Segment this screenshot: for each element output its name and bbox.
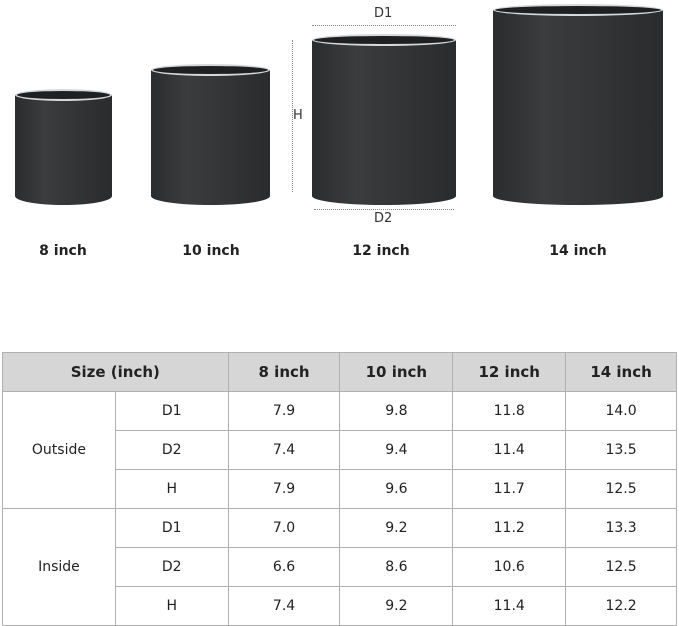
pot-12-inch <box>312 34 456 205</box>
value-cell: 9.2 <box>339 586 454 626</box>
value-cell: 11.4 <box>452 586 567 626</box>
d2-label: D2 <box>374 211 393 226</box>
value-cell: 11.7 <box>452 469 567 509</box>
dimension-cell: H <box>114 469 229 509</box>
value-cell: 11.8 <box>452 391 567 431</box>
pot-label: 10 inch <box>182 243 240 259</box>
table-row: H 7.9 9.6 11.7 12.5 <box>3 469 677 509</box>
value-cell: 7.4 <box>227 430 341 470</box>
header-size: Size (inch) <box>2 352 229 392</box>
header-12: 12 inch <box>452 352 567 392</box>
value-cell: 8.6 <box>339 547 454 587</box>
header-14: 14 inch <box>565 352 677 392</box>
dimension-cell: D2 <box>114 547 229 587</box>
value-cell: 7.0 <box>227 508 341 548</box>
pot-8-inch <box>15 89 112 205</box>
header-10: 10 inch <box>339 352 454 392</box>
pot-label: 12 inch <box>352 243 410 259</box>
table-row: H 7.4 9.2 11.4 12.2 <box>3 586 677 626</box>
group-label: Inside <box>2 508 116 626</box>
d1-arrow <box>312 25 456 26</box>
d1-label: D1 <box>374 6 393 21</box>
d2-arrow <box>314 209 454 210</box>
dimension-cell: D1 <box>114 391 229 431</box>
value-cell: 11.4 <box>452 430 567 470</box>
value-cell: 13.5 <box>565 430 677 470</box>
value-cell: 10.6 <box>452 547 567 587</box>
dimension-cell: D2 <box>114 430 229 470</box>
table-row: Inside D1 7.0 9.2 11.2 13.3 <box>2 508 677 626</box>
group-label: Outside <box>2 391 116 509</box>
pot-label: 14 inch <box>549 243 607 259</box>
pot-14-inch <box>493 4 663 205</box>
value-cell: 7.9 <box>227 469 341 509</box>
value-cell: 13.3 <box>565 508 677 548</box>
size-table: Size (inch) 8 inch 10 inch 12 inch 14 in… <box>2 352 677 626</box>
value-cell: 6.6 <box>227 547 341 587</box>
table-row: D2 7.4 9.4 11.4 13.5 <box>3 430 677 470</box>
value-cell: 9.6 <box>339 469 454 509</box>
value-cell: 11.2 <box>452 508 567 548</box>
dimension-cell: D1 <box>114 508 229 548</box>
value-cell: 9.2 <box>339 508 454 548</box>
h-arrow <box>292 40 293 192</box>
value-cell: 12.5 <box>565 469 677 509</box>
value-cell: 12.2 <box>565 586 677 626</box>
value-cell: 9.4 <box>339 430 454 470</box>
value-cell: 14.0 <box>565 391 677 431</box>
header-8: 8 inch <box>227 352 341 392</box>
dimension-cell: H <box>114 586 229 626</box>
value-cell: 7.4 <box>227 586 341 626</box>
pot-label: 8 inch <box>39 243 87 259</box>
value-cell: 7.9 <box>227 391 341 431</box>
table-row: D2 6.6 8.6 10.6 12.5 <box>3 547 677 587</box>
pot-10-inch <box>151 64 270 205</box>
h-label: H <box>293 108 303 123</box>
value-cell: 9.8 <box>339 391 454 431</box>
table-row: Outside D1 7.9 9.8 11.8 14.0 <box>2 391 677 509</box>
value-cell: 12.5 <box>565 547 677 587</box>
